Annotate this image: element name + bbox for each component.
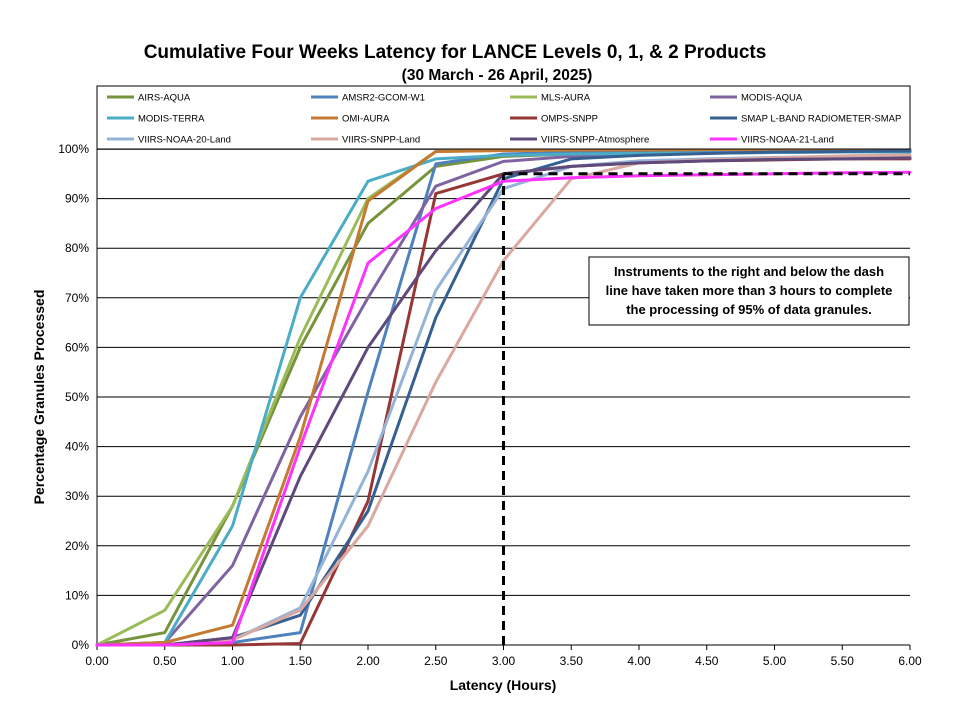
x-tick-label: 0.00 — [85, 654, 109, 668]
legend-item-omps-snpp: OMPS-SNPP — [510, 114, 598, 125]
y-tick-label: 90% — [65, 192, 89, 206]
x-tick-label: 4.00 — [627, 654, 651, 668]
legend-item-modis-terra: MODIS-TERRA — [107, 114, 205, 125]
x-tick-label: 5.00 — [763, 654, 787, 668]
legend-label: MODIS-AQUA — [741, 93, 803, 104]
x-tick-label: 4.50 — [695, 654, 719, 668]
legend-label: MLS-AURA — [541, 93, 591, 104]
chart-title: Cumulative Four Weeks Latency for LANCE … — [144, 42, 767, 63]
y-tick-label: 60% — [65, 340, 89, 354]
x-tick-label: 2.50 — [424, 654, 448, 668]
y-tick-label: 0% — [72, 638, 90, 652]
legend-label: AMSR2-GCOM-W1 — [342, 93, 425, 104]
legend-label: VIIRS-SNPP-Land — [342, 135, 420, 146]
legend-item-viirs-snpp-atmosphere: VIIRS-SNPP-Atmosphere — [510, 135, 649, 146]
legend-item-airs-aqua: AIRS-AQUA — [107, 93, 191, 104]
y-tick-label: 40% — [65, 440, 89, 454]
x-tick-label: 0.50 — [153, 654, 177, 668]
x-tick-label: 3.00 — [492, 654, 516, 668]
annotation-line-3: the processing of 95% of data granules. — [626, 302, 872, 317]
annotation-frame — [588, 256, 910, 326]
y-tick-label: 10% — [65, 588, 89, 602]
legend-label: VIIRS-NOAA-21-Land — [741, 135, 834, 146]
legend-item-amsr2-gcom-w1: AMSR2-GCOM-W1 — [311, 93, 425, 104]
x-tick-label: 5.50 — [831, 654, 855, 668]
y-tick-label: 50% — [65, 390, 89, 404]
legend-label: AIRS-AQUA — [138, 93, 191, 104]
legend-label: VIIRS-NOAA-20-Land — [138, 135, 231, 146]
x-tick-label: 3.50 — [560, 654, 584, 668]
legend-item-viirs-noaa-21-land: VIIRS-NOAA-21-Land — [710, 135, 834, 146]
legend-item-smap-l-band-radiometer-smap: SMAP L-BAND RADIOMETER-SMAP — [710, 114, 901, 125]
legend-box — [96, 85, 911, 150]
legend-item-viirs-noaa-20-land: VIIRS-NOAA-20-Land — [107, 135, 231, 146]
x-tick-label: 1.50 — [289, 654, 313, 668]
annotation-line-2: line have taken more than 3 hours to com… — [606, 283, 893, 298]
y-tick-label: 100% — [58, 142, 89, 156]
x-axis-label: Latency (Hours) — [450, 677, 557, 693]
y-axis-label: Percentage Granules Processed — [31, 290, 47, 505]
legend-label: SMAP L-BAND RADIOMETER-SMAP — [741, 114, 901, 125]
annotation-box: Instruments to the right and below the d… — [588, 256, 910, 326]
legend-item-modis-aqua: MODIS-AQUA — [710, 93, 803, 104]
legend: AIRS-AQUA AMSR2-GCOM-W1 MLS-AURA MODIS-AQUA… — [96, 85, 911, 150]
y-tick-label: 70% — [65, 291, 89, 305]
y-tick-label: 20% — [65, 539, 89, 553]
legend-label: VIIRS-SNPP-Atmosphere — [541, 135, 649, 146]
x-tick-label: 2.00 — [356, 654, 380, 668]
y-tick-label: 80% — [65, 241, 89, 255]
x-tick-label: 1.00 — [221, 654, 245, 668]
legend-item-viirs-snpp-land: VIIRS-SNPP-Land — [311, 135, 420, 146]
legend-label: MODIS-TERRA — [138, 114, 205, 125]
legend-label: OMPS-SNPP — [541, 114, 598, 125]
y-tick-label: 30% — [65, 489, 89, 503]
annotation-line-1: Instruments to the right and below the d… — [614, 264, 884, 279]
x-tick-label: 6.00 — [898, 654, 922, 668]
series-line-viirs-noaa-21-land — [95, 170, 912, 647]
threshold-dash-line — [502, 172, 910, 645]
legend-label: OMI-AURA — [342, 114, 390, 125]
legend-item-mls-aura: MLS-AURA — [510, 93, 591, 104]
chart-subtitle: (30 March - 26 April, 2025) — [402, 67, 593, 84]
legend-item-omi-aura: OMI-AURA — [311, 114, 390, 125]
